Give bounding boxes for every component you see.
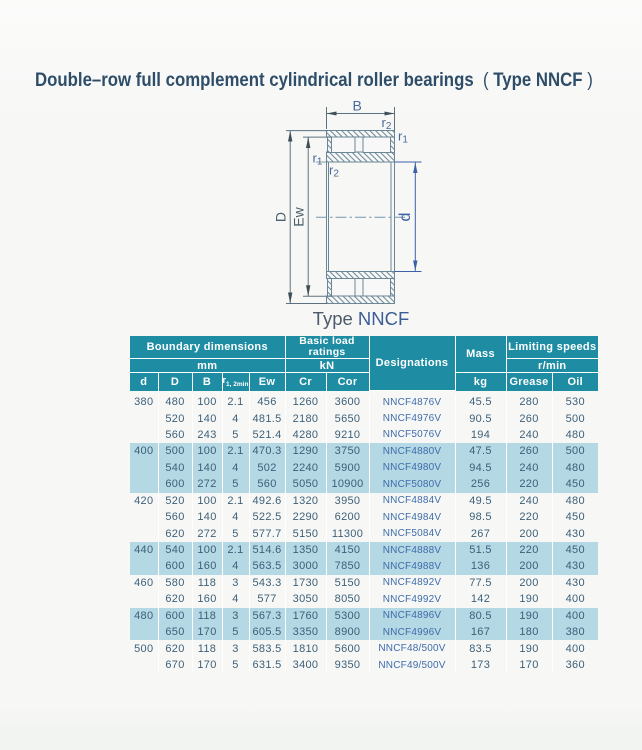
- svg-text:r2: r2: [382, 115, 392, 132]
- svg-text:Ew: Ew: [291, 206, 307, 226]
- svg-text:B: B: [353, 98, 362, 114]
- svg-text:r2: r2: [329, 163, 339, 180]
- svg-text:r1: r1: [398, 129, 408, 146]
- svg-text:d: d: [397, 213, 414, 222]
- svg-text:r1: r1: [313, 151, 323, 168]
- svg-text:D: D: [273, 212, 289, 222]
